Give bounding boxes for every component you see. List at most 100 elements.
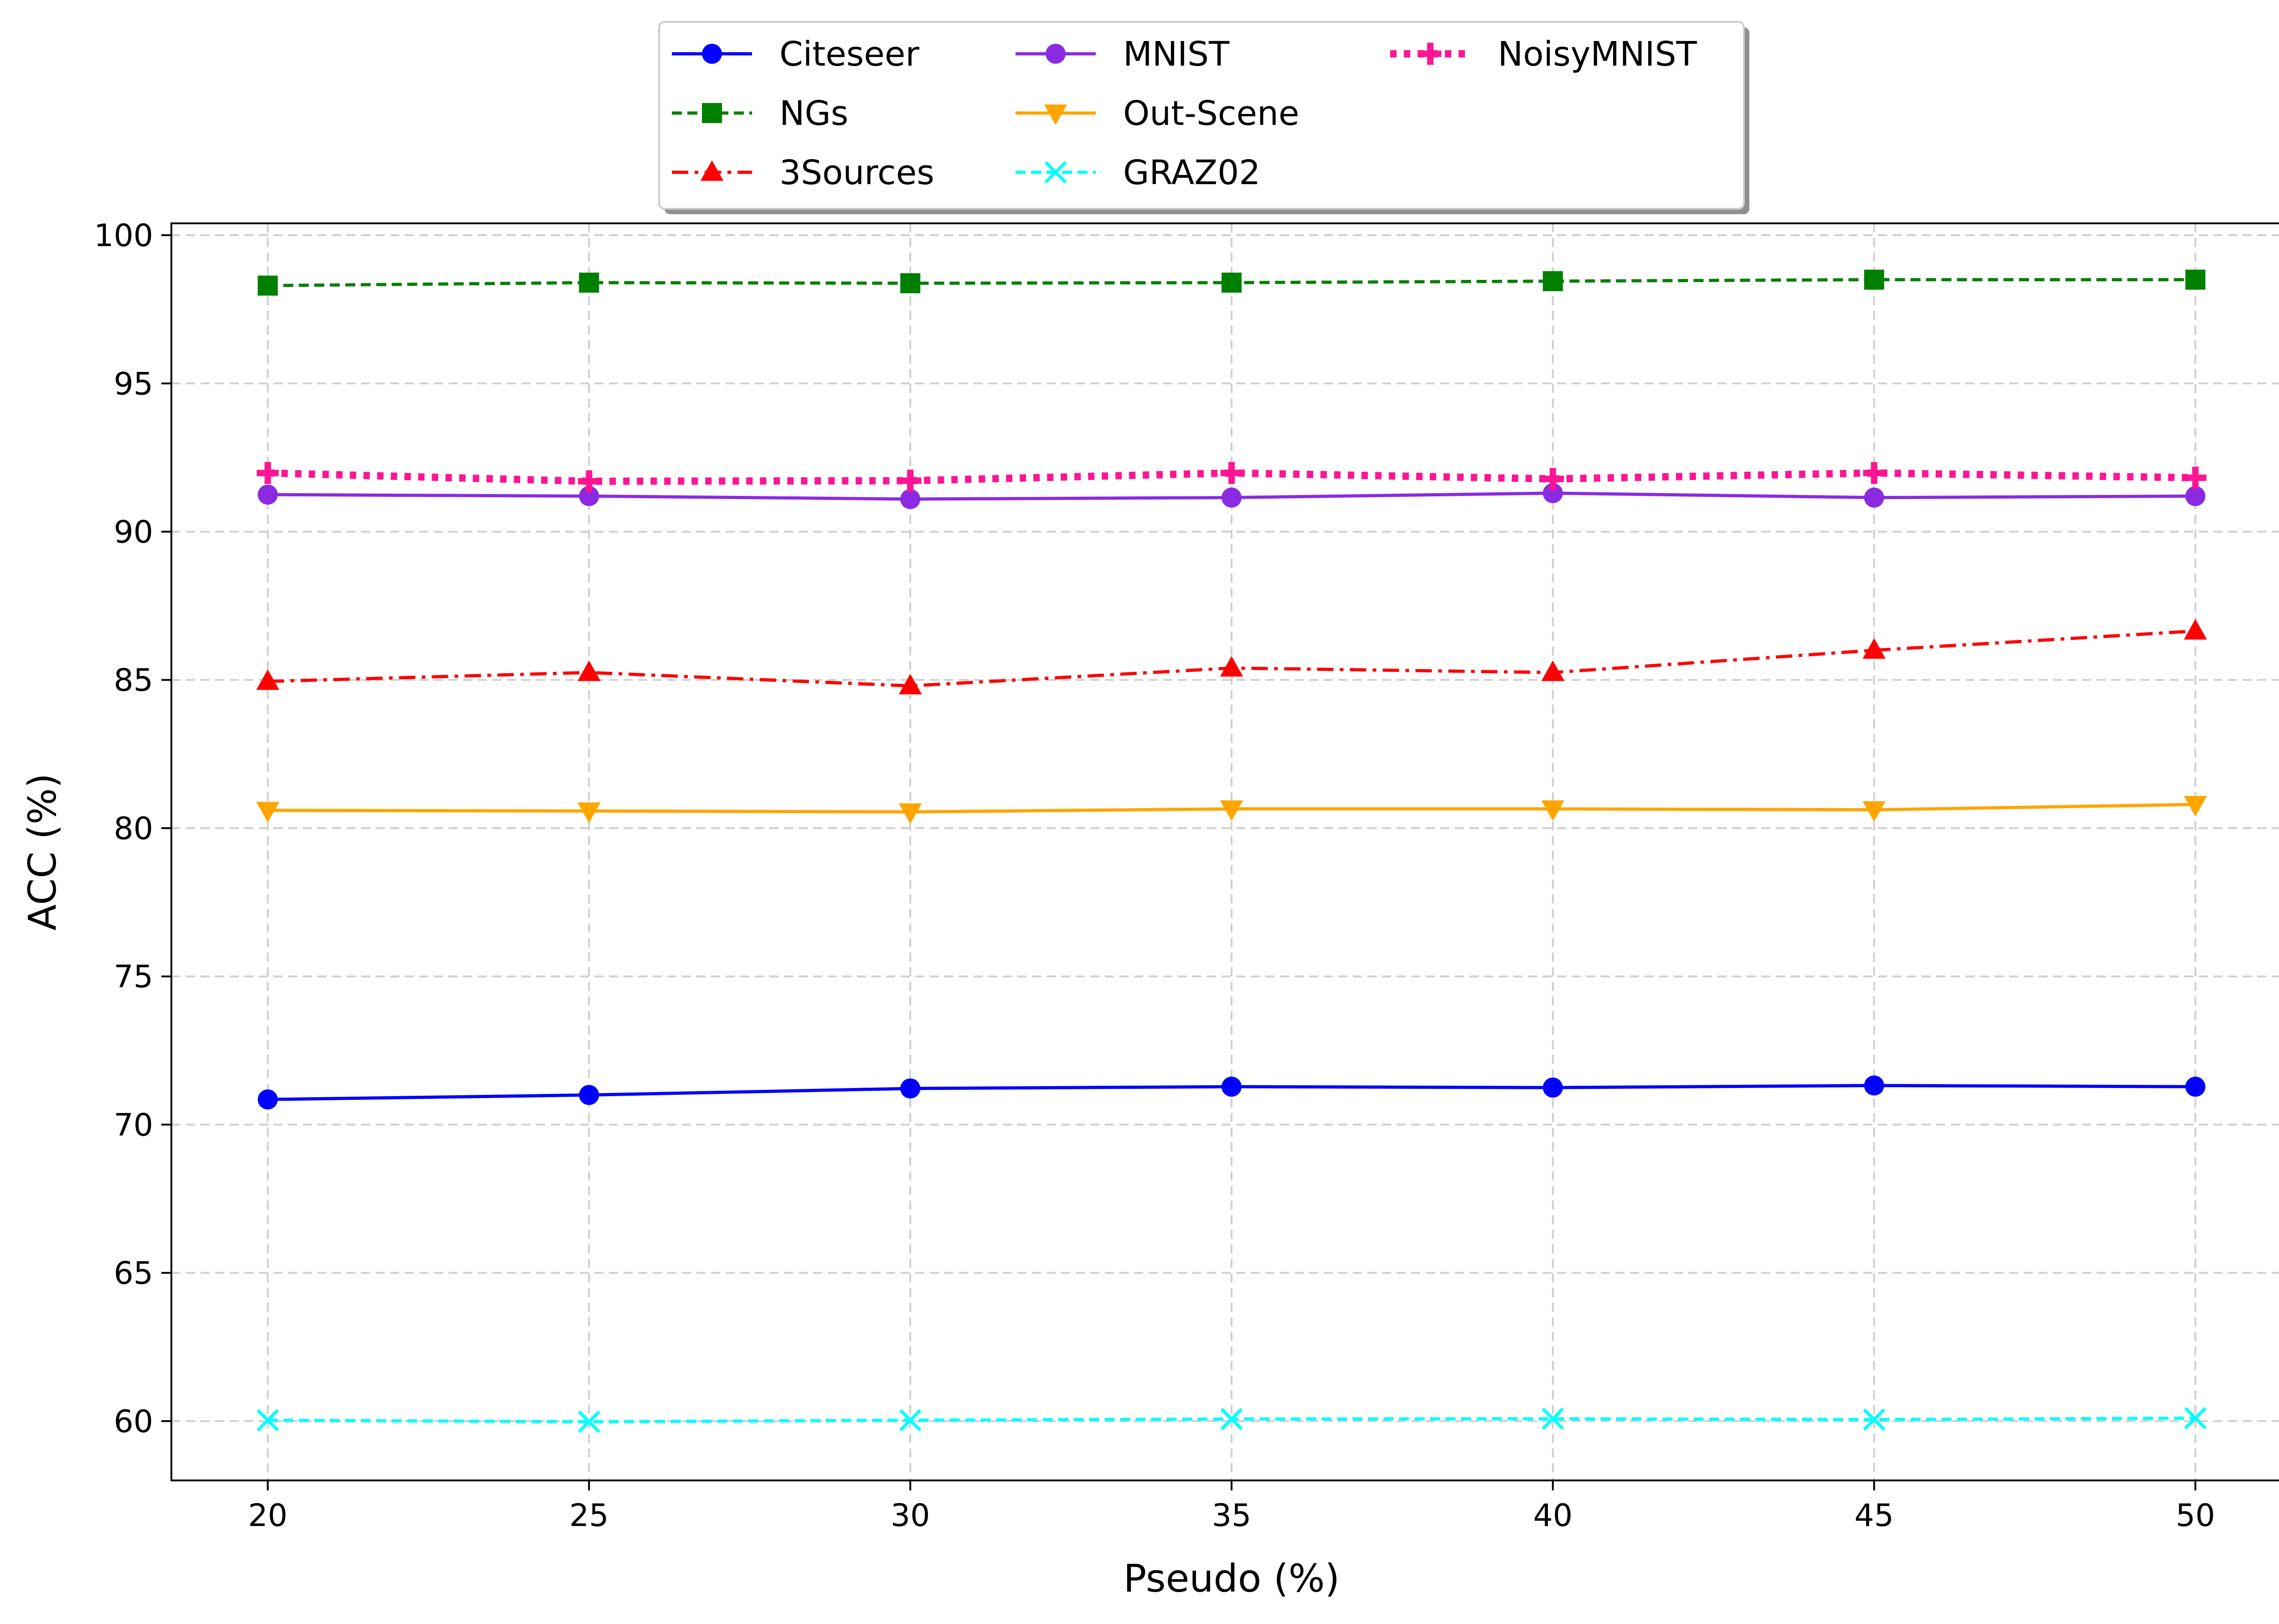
data-point-noisymnist-35 — [1220, 462, 1243, 484]
series-out-scene — [256, 796, 2207, 824]
data-point-3sources-35 — [1220, 656, 1243, 677]
legend-label-out-scene: Out-Scene — [1123, 94, 1299, 133]
data-point-citeseer-50 — [2185, 1077, 2206, 1097]
x-tick-label: 40 — [1533, 1498, 1573, 1534]
data-point-mnist-20 — [258, 485, 278, 505]
data-point-ngs-50 — [2185, 269, 2206, 290]
data-point-3sources-30 — [898, 674, 922, 695]
data-point-graz02-45 — [1863, 1408, 1886, 1431]
data-point-ngs-40 — [1542, 271, 1563, 291]
y-tick-label: 100 — [94, 218, 153, 254]
series-citeseer — [258, 1075, 2206, 1110]
x-axis-label: Pseudo (%) — [1124, 1556, 1340, 1601]
data-point-ngs-25 — [579, 273, 599, 293]
series-graz02 — [256, 1407, 2207, 1433]
legend-marker-out-scene — [1044, 104, 1067, 125]
legend: Citeseer NGs 3Sources MNIST Out-Scene GRAZ02 N… — [658, 21, 1749, 214]
legend-marker-mnist — [1046, 44, 1066, 64]
legend-entry-3sources: 3Sources — [672, 153, 934, 192]
y-axis-ticks: 60 65 70 75 80 85 90 95 100 — [94, 218, 171, 1440]
legend-label-graz02: GRAZ02 — [1123, 153, 1260, 192]
data-point-graz02-35 — [1220, 1407, 1243, 1430]
legend-entries: Citeseer NGs 3Sources MNIST Out-Scene GRAZ02 N… — [672, 35, 1697, 192]
legend-entry-out-scene: Out-Scene — [1016, 94, 1299, 133]
legend-label-ngs: NGs — [779, 94, 848, 133]
legend-marker-graz02 — [1044, 161, 1067, 184]
data-point-citeseer-35 — [1222, 1077, 1242, 1097]
legend-box — [658, 21, 1745, 210]
data-point-graz02-30 — [899, 1409, 922, 1432]
legend-marker-ngs — [702, 103, 722, 123]
data-point-3sources-20 — [256, 669, 279, 690]
legend-entry-ngs: NGs — [672, 94, 848, 133]
data-point-3sources-25 — [577, 660, 601, 681]
data-point-3sources-40 — [1541, 660, 1565, 681]
y-tick-label: 80 — [113, 811, 153, 847]
series-ngs — [258, 269, 2206, 296]
data-point-mnist-45 — [1864, 487, 1884, 508]
data-point-citeseer-40 — [1542, 1078, 1563, 1098]
x-axis-ticks: 20 25 30 35 40 45 50 — [248, 1480, 2215, 1534]
data-point-graz02-25 — [577, 1410, 600, 1433]
y-axis-label: ACC (%) — [20, 773, 65, 930]
plot-area-frame — [170, 222, 2279, 1481]
y-tick-label: 75 — [113, 959, 153, 995]
data-point-mnist-40 — [1542, 483, 1563, 503]
series-noisymnist — [257, 462, 2207, 493]
data-point-out-scene-45 — [1862, 801, 1886, 822]
x-tick-label: 45 — [1854, 1498, 1894, 1534]
y-tick-label: 90 — [113, 514, 153, 550]
data-point-graz02-50 — [2184, 1407, 2207, 1429]
legend-marker-3sources — [700, 160, 724, 181]
data-point-noisymnist-30 — [899, 469, 922, 492]
data-point-mnist-35 — [1222, 487, 1242, 508]
legend-entry-citeseer: Citeseer — [672, 35, 919, 74]
data-point-noisymnist-20 — [257, 462, 279, 484]
data-point-noisymnist-50 — [2184, 466, 2207, 489]
legend-entry-mnist: MNIST — [1016, 35, 1230, 74]
x-tick-label: 50 — [2176, 1498, 2215, 1534]
legend-label-3sources: 3Sources — [779, 153, 934, 192]
data-point-graz02-40 — [1542, 1407, 1564, 1430]
x-tick-label: 20 — [248, 1498, 288, 1534]
data-point-noisymnist-40 — [1542, 468, 1564, 490]
data-point-ngs-20 — [258, 275, 278, 296]
y-tick-label: 95 — [113, 366, 153, 402]
data-point-citeseer-45 — [1864, 1075, 1884, 1096]
x-tick-label: 30 — [891, 1498, 930, 1534]
series-3sources — [256, 619, 2207, 695]
data-point-out-scene-20 — [256, 802, 279, 823]
x-tick-label: 35 — [1212, 1498, 1252, 1534]
data-point-graz02-20 — [256, 1409, 279, 1432]
data-point-noisymnist-45 — [1863, 462, 1885, 484]
data-point-citeseer-20 — [258, 1089, 278, 1110]
series-mnist — [258, 483, 2206, 509]
data-point-mnist-25 — [579, 486, 599, 506]
data-point-mnist-30 — [900, 489, 921, 509]
data-point-noisymnist-25 — [578, 470, 600, 493]
data-point-mnist-50 — [2185, 486, 2206, 506]
series-layer — [256, 269, 2207, 1433]
y-tick-label: 60 — [113, 1404, 153, 1440]
legend-label-mnist: MNIST — [1123, 35, 1230, 74]
legend-marker-noisymnist — [1419, 42, 1442, 65]
data-point-ngs-45 — [1864, 269, 1884, 290]
data-point-out-scene-35 — [1220, 800, 1243, 821]
data-point-citeseer-30 — [900, 1078, 921, 1099]
legend-entry-graz02: GRAZ02 — [1016, 153, 1260, 192]
data-point-3sources-45 — [1862, 638, 1886, 659]
y-tick-label: 65 — [113, 1256, 153, 1292]
x-tick-label: 25 — [569, 1498, 609, 1534]
data-point-citeseer-25 — [579, 1085, 599, 1105]
legend-entry-noisymnist: NoisyMNIST — [1390, 35, 1697, 74]
data-point-out-scene-40 — [1541, 800, 1565, 821]
data-point-out-scene-30 — [898, 803, 922, 824]
grid — [171, 223, 2279, 1480]
data-point-3sources-50 — [2184, 619, 2207, 640]
data-point-out-scene-25 — [577, 802, 601, 823]
y-tick-label: 85 — [113, 663, 153, 699]
legend-label-citeseer: Citeseer — [779, 35, 919, 74]
legend-label-noisymnist: NoisyMNIST — [1498, 35, 1697, 74]
legend-marker-citeseer — [702, 44, 722, 64]
